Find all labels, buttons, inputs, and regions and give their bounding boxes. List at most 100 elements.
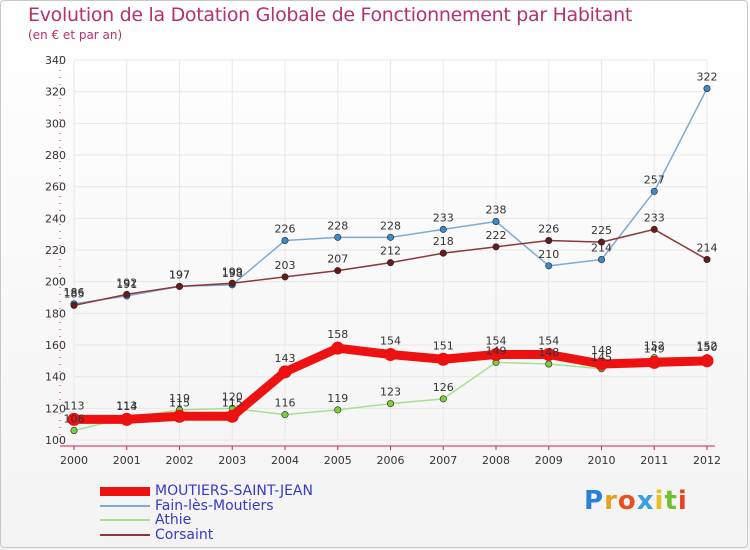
legend-label: Corsaint — [155, 526, 214, 543]
data-point — [436, 352, 450, 366]
data-label: 154 — [380, 335, 401, 348]
data-point — [176, 282, 184, 290]
data-label: 198 — [222, 267, 243, 280]
data-point — [386, 259, 394, 267]
y-tick-label: 220 — [45, 244, 66, 257]
data-label: 218 — [433, 235, 454, 248]
data-point — [492, 218, 500, 226]
data-point — [439, 249, 447, 257]
data-point — [545, 237, 553, 245]
data-point — [386, 233, 394, 241]
data-label: 123 — [380, 386, 401, 399]
data-label: 197 — [169, 268, 190, 281]
data-label: 152 — [697, 340, 718, 353]
y-tick-label: 140 — [45, 371, 66, 384]
data-label: 115 — [222, 396, 243, 409]
data-label: 192 — [116, 276, 137, 289]
data-label: 228 — [327, 219, 348, 232]
legend-swatch — [100, 504, 150, 507]
data-label: 322 — [697, 71, 718, 84]
data-label: 149 — [644, 342, 665, 355]
data-point — [545, 360, 553, 368]
x-tick-label: 2005 — [324, 454, 352, 467]
x-tick-label: 2012 — [693, 454, 721, 467]
data-label: 154 — [538, 335, 559, 348]
data-label: 214 — [591, 242, 612, 255]
y-tick-label: 340 — [45, 54, 66, 67]
x-tick-label: 2004 — [271, 454, 299, 467]
legend-swatch — [100, 486, 150, 496]
x-tick-label: 2008 — [482, 454, 510, 467]
x-tick-label: 2009 — [535, 454, 563, 467]
chart-subtitle: (en € et par an) — [28, 28, 123, 42]
y-tick-label: 100 — [45, 434, 66, 447]
data-label: 119 — [169, 392, 190, 405]
data-label: 149 — [486, 344, 507, 357]
data-point — [334, 233, 342, 241]
data-point — [439, 395, 447, 403]
data-point — [542, 348, 556, 361]
legend-item: Fain-lès-Moutiers — [100, 497, 313, 514]
data-point — [225, 409, 239, 423]
data-label: 158 — [327, 328, 348, 341]
data-label: 197 — [169, 268, 190, 281]
x-tick-label: 2002 — [166, 454, 194, 467]
data-label: 150 — [697, 341, 718, 354]
x-tick-label: 2006 — [377, 454, 405, 467]
data-point — [595, 357, 608, 371]
data-label: 228 — [380, 219, 401, 232]
data-point — [703, 255, 711, 263]
data-point — [597, 238, 605, 246]
legend-label: Athie — [155, 512, 192, 528]
legend-swatch — [100, 519, 150, 522]
data-point — [334, 406, 342, 414]
logo-letter: o — [617, 486, 637, 516]
data-label: 154 — [486, 335, 507, 348]
data-label: 225 — [591, 224, 612, 237]
data-label: 233 — [644, 211, 665, 224]
data-label: 238 — [486, 204, 507, 217]
y-tick-label: 260 — [45, 181, 66, 194]
data-point — [281, 273, 289, 281]
x-tick-label: 2000 — [60, 454, 88, 467]
x-tick-label: 2003 — [218, 454, 246, 467]
data-label: 148 — [538, 346, 559, 359]
x-tick-label: 2007 — [429, 454, 457, 467]
data-label: 106 — [64, 413, 85, 426]
legend-item: Corsaint — [100, 526, 313, 543]
data-point — [70, 301, 78, 309]
data-label: 222 — [486, 229, 507, 242]
data-point — [545, 262, 553, 270]
data-point — [489, 348, 503, 361]
logo-letter: r — [604, 486, 618, 516]
data-point — [650, 187, 658, 195]
data-point — [228, 279, 236, 287]
data-label: 113 — [64, 399, 85, 412]
data-point — [278, 365, 292, 379]
data-label: 257 — [644, 173, 665, 186]
data-point — [334, 267, 342, 275]
data-point — [386, 400, 394, 408]
y-tick-label: 280 — [45, 149, 66, 162]
y-tick-label: 300 — [45, 117, 66, 130]
data-label: 126 — [433, 381, 454, 394]
data-point — [439, 225, 447, 233]
data-label: 233 — [433, 211, 454, 224]
data-label: 114 — [116, 400, 137, 413]
data-point — [597, 255, 605, 263]
x-tick-label: 2010 — [588, 454, 616, 467]
data-label: 120 — [222, 390, 243, 403]
y-tick-label: 160 — [45, 339, 66, 352]
data-label: 212 — [380, 245, 401, 258]
data-label: 145 — [591, 351, 612, 364]
legend-item: Athie — [100, 513, 313, 528]
x-tick-label: 2011 — [640, 454, 668, 467]
x-tick-label: 2001 — [113, 454, 141, 467]
data-label: 210 — [538, 248, 559, 261]
data-point — [70, 426, 78, 434]
data-label: 148 — [591, 344, 612, 357]
y-tick-label: 120 — [45, 402, 66, 415]
data-label: 113 — [116, 399, 137, 412]
legend-label: Fain-lès-Moutiers — [155, 497, 274, 514]
